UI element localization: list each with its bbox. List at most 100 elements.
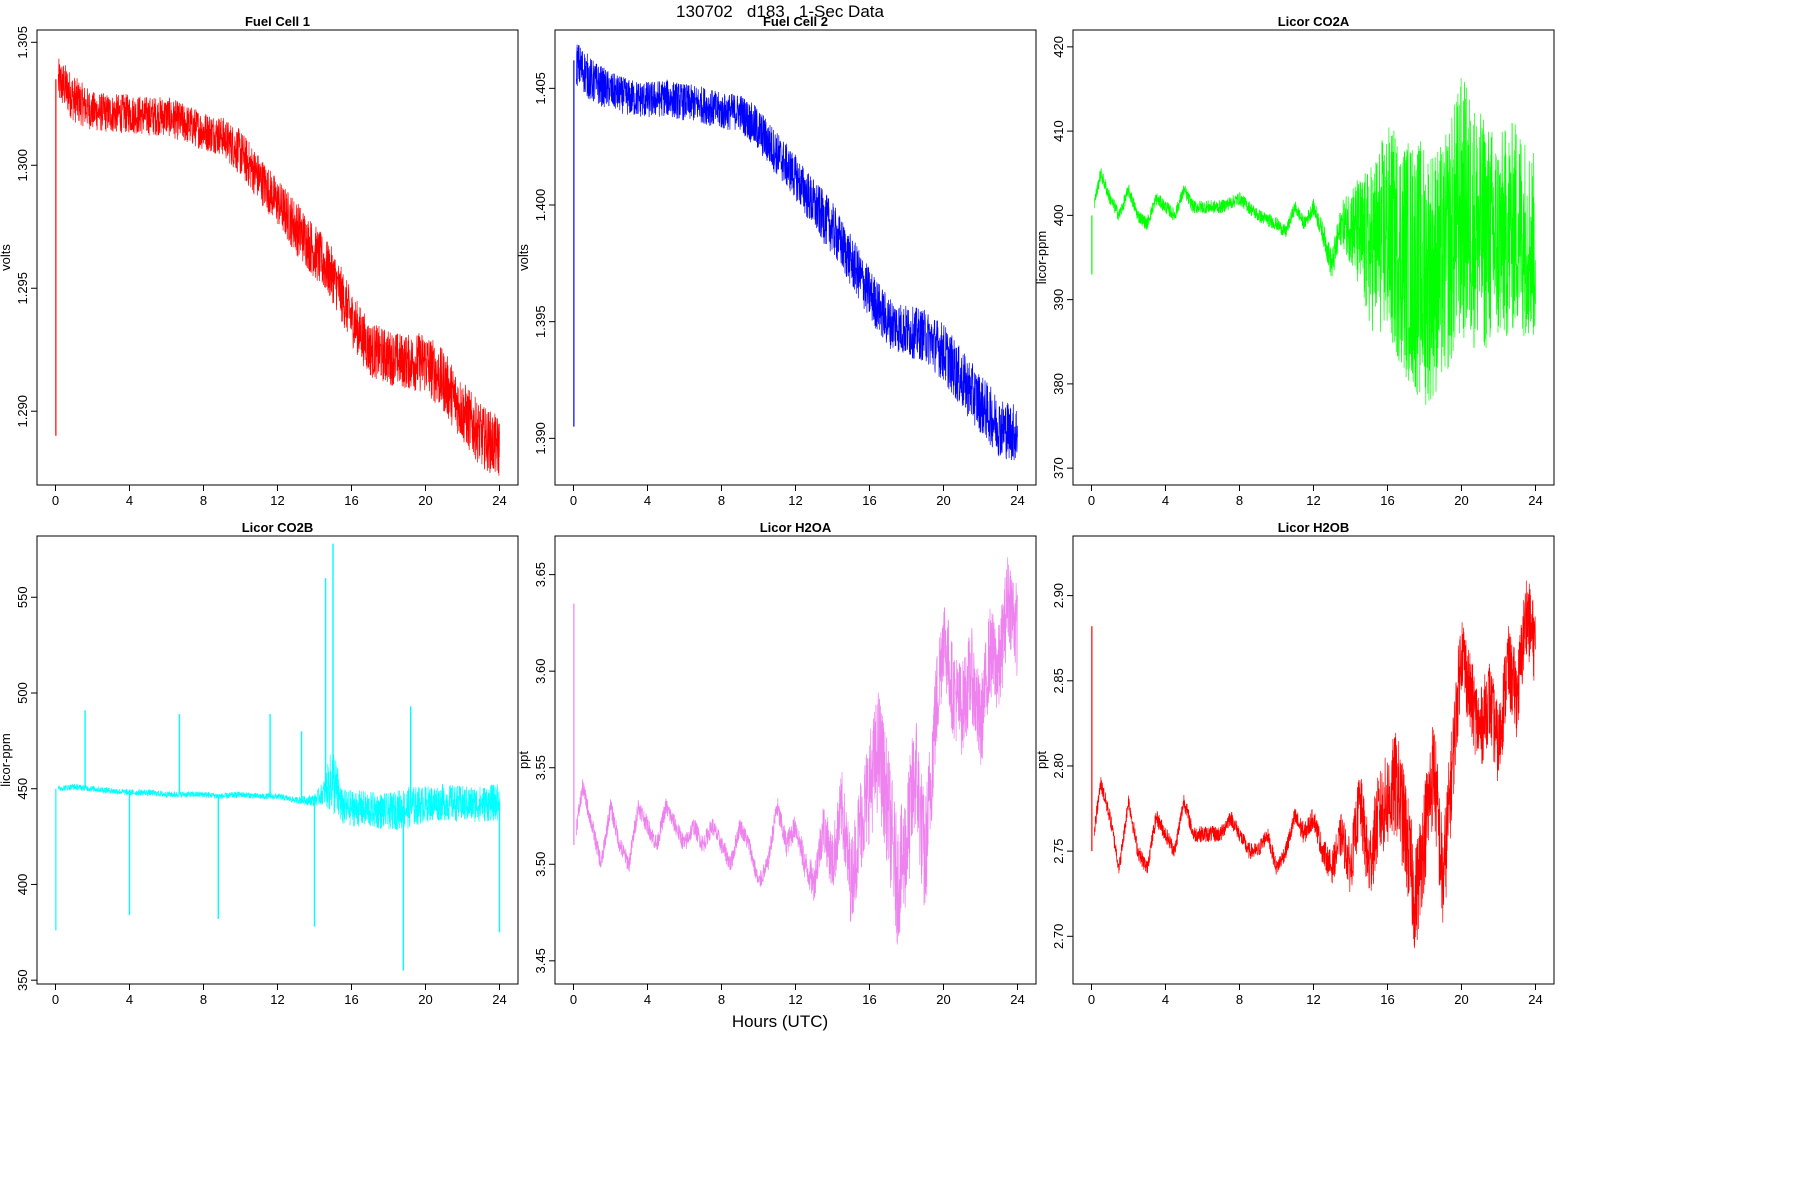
x-tick-label: 0 (52, 992, 59, 1007)
x-tick-label: 24 (1528, 493, 1542, 508)
y-tick-label: 3.50 (533, 852, 548, 877)
x-tick-label: 16 (344, 992, 358, 1007)
x-tick-label: 24 (1528, 992, 1542, 1007)
x-tick-label: 20 (418, 493, 432, 508)
panel-6: Licor H2OB ppt 0 4 8 12 16 20 24 2.70 2.75 2.80 2.85… (1034, 520, 1555, 1007)
x-tick-label: 16 (344, 493, 358, 508)
x-tick-label: 20 (936, 493, 950, 508)
x-tick-label: 20 (1454, 992, 1468, 1007)
y-tick-label: 1.290 (15, 395, 30, 428)
y-tick-label: 2.85 (1051, 668, 1066, 693)
panel-1: Fuel Cell 1 volts 0 4 8 12 16 20 24 1.290 1.295 1.3… (0, 14, 519, 508)
series-line (575, 557, 1018, 945)
y-tick-label: 380 (1051, 373, 1066, 395)
x-tick-label: 12 (270, 992, 284, 1007)
x-tick-label: 24 (492, 493, 506, 508)
x-tick-label: 0 (570, 992, 577, 1007)
y-tick-label: 1.305 (15, 26, 30, 59)
y-tick-label: 400 (15, 874, 30, 896)
x-tick-label: 12 (788, 992, 802, 1007)
x-tick-label: 4 (644, 992, 651, 1007)
figure-title: 130702 d183 1-Sec Data (676, 2, 884, 21)
panel-title: Fuel Cell 1 (245, 14, 310, 29)
x-tick-label: 24 (1010, 493, 1024, 508)
x-tick-label: 24 (1010, 992, 1024, 1007)
panel-title: Fuel Cell 2 (763, 14, 828, 29)
y-axis-label: volts (516, 244, 531, 271)
y-axis-label: volts (0, 244, 13, 271)
x-tick-label: 16 (1380, 992, 1394, 1007)
x-tick-label: 12 (270, 493, 284, 508)
series-line (1093, 78, 1536, 406)
y-tick-label: 1.300 (15, 149, 30, 182)
y-tick-label: 2.70 (1051, 924, 1066, 949)
y-tick-label: 500 (15, 682, 30, 704)
y-tick-label: 1.400 (533, 189, 548, 222)
y-tick-label: 550 (15, 586, 30, 608)
y-axis-label: licor-ppm (0, 733, 13, 786)
panel-title: Licor H2OB (1278, 520, 1350, 535)
series-line (1093, 580, 1536, 949)
y-tick-label: 410 (1051, 120, 1066, 142)
x-tick-label: 20 (418, 992, 432, 1007)
x-tick-label: 12 (1306, 992, 1320, 1007)
panel-title: Licor H2OA (760, 520, 832, 535)
y-tick-label: 3.45 (533, 948, 548, 973)
y-tick-label: 390 (1051, 289, 1066, 311)
x-tick-label: 16 (862, 493, 876, 508)
x-tick-label: 12 (788, 493, 802, 508)
series-line (575, 44, 1018, 461)
x-tick-label: 8 (200, 992, 207, 1007)
x-tick-label: 4 (126, 992, 133, 1007)
plot-frame (36, 29, 519, 486)
y-tick-label: 1.295 (15, 272, 30, 305)
x-tick-label: 8 (200, 493, 207, 508)
x-tick-label: 0 (1088, 992, 1095, 1007)
y-axis-label: ppt (516, 751, 531, 769)
y-tick-label: 1.395 (533, 305, 548, 338)
y-tick-label: 450 (15, 778, 30, 800)
y-tick-label: 2.90 (1051, 583, 1066, 608)
y-tick-label: 400 (1051, 205, 1066, 227)
x-tick-label: 4 (1162, 992, 1169, 1007)
y-tick-label: 350 (15, 969, 30, 991)
panel-5: Licor H2OA ppt 0 4 8 12 16 20 24 3.45 3.50 3.55 3.60… (516, 520, 1037, 1007)
x-tick-label: 8 (718, 493, 725, 508)
x-tick-label: 8 (1236, 992, 1243, 1007)
panel-3: Licor CO2A licor-ppm 0 4 8 12 16 20 24 370 380 390 4… (1034, 14, 1555, 508)
y-tick-label: 3.55 (533, 755, 548, 780)
x-tick-label: 4 (126, 493, 133, 508)
y-axis-label: licor-ppm (1034, 231, 1049, 284)
x-tick-label: 24 (492, 992, 506, 1007)
y-axis-label: ppt (1034, 751, 1049, 769)
x-tick-label: 20 (936, 992, 950, 1007)
x-tick-label: 12 (1306, 493, 1320, 508)
x-tick-label: 16 (1380, 493, 1394, 508)
plot-frame (554, 535, 1037, 985)
x-tick-label: 16 (862, 992, 876, 1007)
panel-4: Licor CO2B licor-ppm 0 4 8 12 16 20 24 350 400 450 5… (0, 520, 519, 1007)
plot-frame (36, 535, 519, 985)
y-tick-label: 3.60 (533, 659, 548, 684)
panel-2: Fuel Cell 2 volts 0 4 8 12 16 20 24 1.390 1.395 1.4… (516, 14, 1037, 508)
series-line (57, 58, 500, 476)
x-tick-label: 4 (644, 493, 651, 508)
y-tick-label: 1.405 (533, 72, 548, 105)
x-tick-label: 8 (718, 992, 725, 1007)
x-axis-label: Hours (UTC) (731, 1012, 829, 1031)
y-tick-label: 1.390 (533, 422, 548, 455)
y-tick-label: 2.75 (1051, 838, 1066, 863)
panel-title: Licor CO2A (1278, 14, 1350, 29)
x-tick-label: 0 (570, 493, 577, 508)
series-line (57, 753, 500, 831)
x-tick-label: 0 (52, 493, 59, 508)
x-tick-label: 0 (1088, 493, 1095, 508)
y-tick-label: 2.80 (1051, 753, 1066, 778)
y-tick-label: 3.65 (533, 562, 548, 587)
y-tick-label: 420 (1051, 36, 1066, 58)
y-tick-label: 370 (1051, 457, 1066, 479)
panel-title: Licor CO2B (242, 520, 314, 535)
x-tick-label: 4 (1162, 493, 1169, 508)
x-tick-label: 20 (1454, 493, 1468, 508)
